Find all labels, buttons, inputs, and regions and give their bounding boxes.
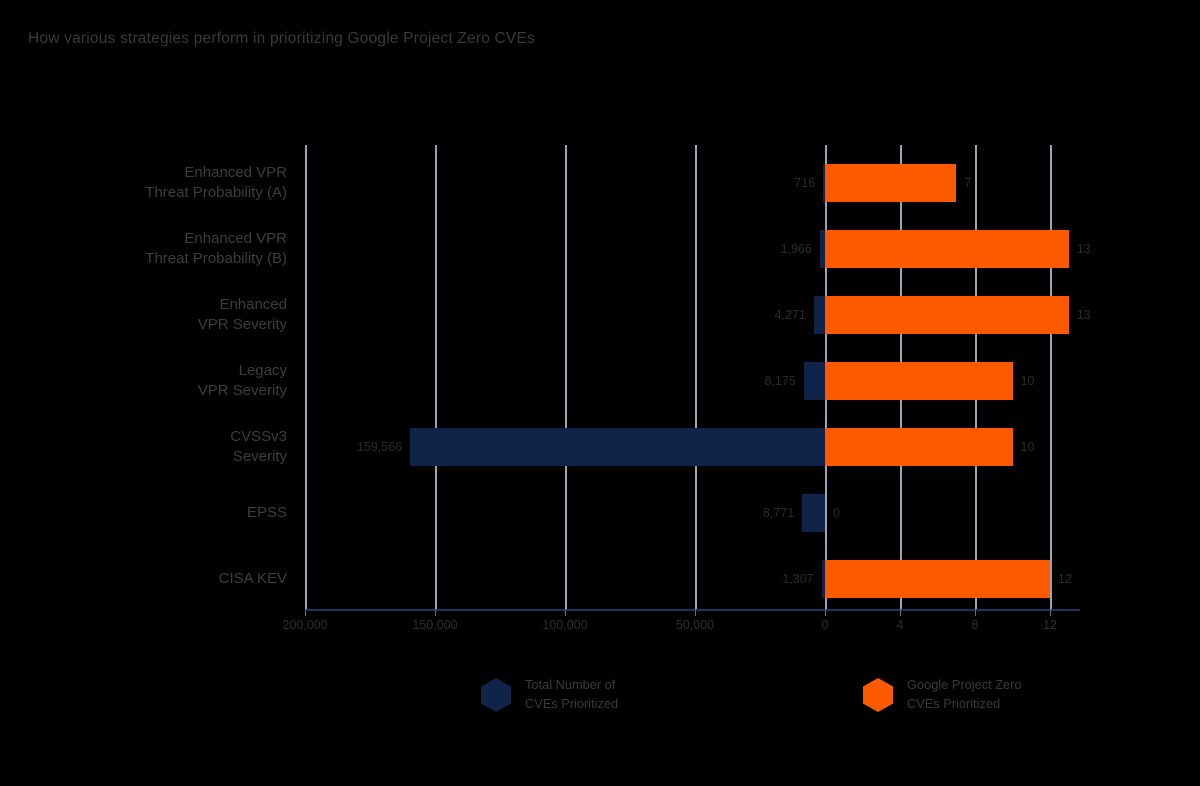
hexagon-marker-blue-icon <box>481 677 511 712</box>
x-tick-mark <box>305 609 306 616</box>
x-tick-mark <box>1050 609 1051 616</box>
bar-gpz-cves[interactable] <box>825 428 1013 466</box>
bar-total-cves[interactable] <box>802 494 825 532</box>
category-label: Legacy VPR Severity <box>197 362 287 399</box>
chart-title: How various strategies perform in priori… <box>28 30 535 47</box>
bar-total-cves[interactable] <box>821 560 825 598</box>
gridline <box>565 145 567 610</box>
bar-value-gpz-cves: 10 <box>1020 373 1035 388</box>
x-tick-mark <box>565 609 566 616</box>
x-axis-line <box>305 609 1080 611</box>
category-label: EPSS <box>246 504 287 522</box>
x-tick-right-8: 8 <box>971 618 979 632</box>
plot-area: 716 7 1,966 13 4,271 13 8,175 10 159,566 10 8,771 0… <box>305 145 1091 610</box>
bar-gpz-cves[interactable] <box>825 560 1050 598</box>
bar-total-cves[interactable] <box>410 428 825 466</box>
chart-legend: Total Number of CVEs Prioritized Google … <box>0 672 1200 732</box>
bar-gpz-cves[interactable] <box>825 362 1013 400</box>
bar-value-total-cves: 4,271 <box>774 307 806 322</box>
bar-value-total-cves: 1,307 <box>782 571 814 586</box>
category-label: CVSSv3 Severity <box>230 428 287 465</box>
bar-value-total-cves: 8,771 <box>762 505 795 520</box>
bar-total-cves[interactable] <box>819 230 825 268</box>
gridline <box>695 145 697 610</box>
legend-item-gpz-cves: Google Project Zero CVEs Prioritized <box>862 676 1022 713</box>
bar-gpz-cves[interactable] <box>825 230 1069 268</box>
bar-total-cves[interactable] <box>813 296 825 334</box>
x-tick-mark <box>900 609 901 616</box>
bar-value-gpz-cves: 7 <box>964 175 972 190</box>
bar-total-cves[interactable] <box>823 164 827 202</box>
bar-value-gpz-cves: 13 <box>1076 307 1091 322</box>
bar-total-cves[interactable] <box>803 362 825 400</box>
category-label: Enhanced VPR Severity <box>197 296 287 333</box>
x-tick-left-150000: 150,000 <box>412 618 458 632</box>
x-tick-mark <box>695 609 696 616</box>
bar-value-gpz-cves: 13 <box>1076 241 1091 256</box>
bar-value-gpz-cves: 10 <box>1020 439 1035 454</box>
x-tick-right-4: 4 <box>896 618 904 632</box>
x-tick-left-50000: 50,000 <box>675 618 715 632</box>
x-tick-mark <box>975 609 976 616</box>
legend-label-total-cves: Total Number of CVEs Prioritized <box>525 677 619 711</box>
x-tick-right-12: 12 <box>1043 618 1057 632</box>
x-tick-left-200000: 200,000 <box>282 618 328 632</box>
legend-label-gpz-cves: Google Project Zero CVEs Prioritized <box>907 677 1022 711</box>
bar-value-total-cves: 159,566 <box>356 439 403 454</box>
x-tick-left-100000: 100,000 <box>542 618 588 632</box>
bar-gpz-cves[interactable] <box>825 164 957 202</box>
hexagon-marker-orange-icon <box>863 677 893 712</box>
legend-item-total-cves: Total Number of CVEs Prioritized <box>480 676 618 713</box>
category-label: CISA KEV <box>218 570 287 588</box>
bar-value-total-cves: 8,175 <box>764 373 796 388</box>
bar-value-total-cves: 716 <box>794 175 816 190</box>
gridline <box>435 145 437 610</box>
category-label: Enhanced VPR Threat Probability (A) <box>145 164 287 201</box>
bar-value-gpz-cves: 0 <box>833 505 840 520</box>
x-tick-mark <box>435 609 436 616</box>
category-label: Enhanced VPR Threat Probability (B) <box>145 230 287 267</box>
bar-gpz-cves[interactable] <box>825 296 1069 334</box>
x-tick-mark <box>825 609 826 616</box>
gridline <box>305 145 307 610</box>
bar-value-total-cves: 1,966 <box>780 241 812 256</box>
bar-value-gpz-cves: 12 <box>1058 571 1072 586</box>
x-tick-zero: 0 <box>821 618 829 632</box>
gridline <box>1050 145 1052 610</box>
